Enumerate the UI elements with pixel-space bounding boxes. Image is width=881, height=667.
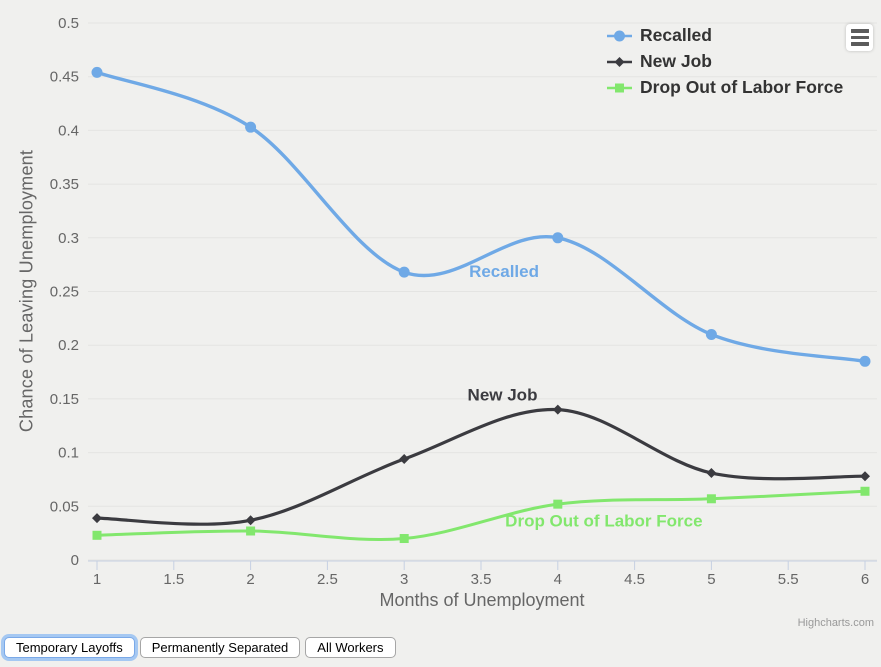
legend-label: Drop Out of Labor Force	[640, 77, 844, 98]
series-point-recalled-4[interactable]	[552, 232, 564, 244]
y-tick-label: 0.4	[58, 122, 79, 139]
series-inline-label-recalled: Recalled	[469, 262, 539, 281]
legend-item-new-job[interactable]: New Job	[606, 50, 843, 74]
dataset-buttons: Temporary Layoffs Permanently Separated …	[4, 637, 396, 658]
series-point-new-job-4[interactable]	[552, 404, 563, 415]
series-point-new-job-6[interactable]	[860, 471, 870, 482]
series-point-drop-out-of-labor-force-2[interactable]	[246, 526, 256, 536]
highcharts-credits-link[interactable]: Highcharts.com	[797, 617, 874, 629]
y-tick-label: 0.5	[58, 15, 79, 32]
y-tick-label: 0.25	[50, 284, 79, 301]
series-point-new-job-5[interactable]	[706, 468, 717, 479]
legend-label: Recalled	[640, 25, 712, 46]
x-tick-label: 5.5	[778, 571, 799, 588]
legend-marker-square-icon	[607, 83, 632, 93]
series-line-new-job	[95, 408, 867, 526]
legend-item-recalled[interactable]: Recalled	[606, 24, 843, 48]
legend: Recalled New Job Drop Out of Labor Force	[606, 24, 843, 100]
series-point-recalled-3[interactable]	[398, 266, 410, 278]
button-all-workers[interactable]: All Workers	[305, 637, 396, 658]
button-permanently-separated[interactable]: Permanently Separated	[139, 637, 301, 658]
y-tick-label: 0.3	[58, 230, 79, 247]
series-point-recalled-1[interactable]	[91, 66, 103, 78]
series-point-drop-out-of-labor-force-6[interactable]	[860, 486, 870, 496]
series-point-recalled-5[interactable]	[705, 328, 717, 340]
series-line-recalled	[95, 70, 867, 364]
y-tick-label: 0.45	[50, 69, 79, 86]
series-inline-label-new-job: New Job	[468, 386, 538, 405]
chart-context-menu-button[interactable]	[846, 24, 873, 51]
series-point-drop-out-of-labor-force-5[interactable]	[706, 494, 716, 504]
series-point-recalled-2[interactable]	[245, 121, 257, 133]
series-point-new-job-1[interactable]	[92, 513, 102, 524]
series-point-new-job-2[interactable]	[245, 515, 256, 526]
x-tick-label: 3	[400, 571, 408, 588]
series-point-drop-out-of-labor-force-4[interactable]	[553, 499, 563, 509]
hamburger-icon	[850, 29, 869, 33]
legend-marker-circle-icon	[607, 30, 632, 42]
x-tick-label: 5	[707, 571, 715, 588]
legend-item-drop-out-of-labor-force[interactable]: Drop Out of Labor Force	[606, 76, 843, 100]
y-axis-title: Chance of Leaving Unemployment	[16, 149, 37, 433]
x-tick-label: 6	[861, 571, 869, 588]
legend-marker-diamond-icon	[607, 57, 632, 67]
series-inline-label-drop-out-of-labor-force: Drop Out of Labor Force	[505, 511, 702, 530]
series-point-drop-out-of-labor-force-3[interactable]	[399, 534, 409, 544]
x-tick-label: 2.5	[317, 571, 338, 588]
series-line-drop-out-of-labor-force	[95, 489, 867, 542]
x-tick-label: 1	[93, 571, 101, 588]
series-point-drop-out-of-labor-force-1[interactable]	[92, 530, 102, 540]
x-axis-title: Months of Unemployment	[379, 590, 585, 610]
x-tick-label: 1.5	[163, 571, 184, 588]
x-tick-label: 4	[554, 571, 562, 588]
y-tick-label: 0	[71, 552, 79, 569]
button-temporary-layoffs[interactable]: Temporary Layoffs	[4, 637, 135, 658]
y-tick-label: 0.1	[58, 445, 79, 462]
x-tick-label: 2	[246, 571, 254, 588]
series-point-new-job-3[interactable]	[399, 454, 410, 465]
legend-label: New Job	[640, 51, 712, 72]
x-tick-label: 3.5	[471, 571, 492, 588]
x-tick-label: 4.5	[624, 571, 645, 588]
y-tick-label: 0.15	[50, 391, 79, 408]
y-tick-label: 0.05	[50, 498, 79, 515]
y-tick-label: 0.35	[50, 176, 79, 193]
y-tick-label: 0.2	[58, 337, 79, 354]
series-point-recalled-6[interactable]	[859, 355, 871, 367]
